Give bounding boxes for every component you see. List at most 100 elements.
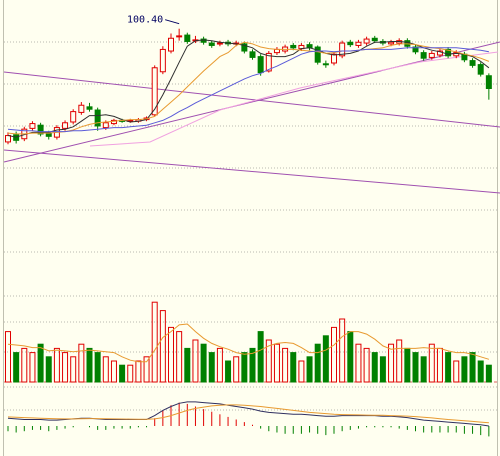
volume-bar bbox=[461, 356, 468, 383]
candle-body bbox=[249, 51, 256, 58]
volume-bar bbox=[200, 343, 207, 383]
volume-bar bbox=[469, 352, 476, 383]
candle-body bbox=[168, 37, 174, 52]
volume-bar bbox=[420, 356, 427, 383]
volume-bar bbox=[78, 343, 85, 383]
candle-body bbox=[314, 46, 321, 63]
candle-body bbox=[94, 109, 101, 127]
indicator-line bbox=[7, 404, 489, 424]
volume-bar bbox=[347, 331, 354, 383]
indicator-line bbox=[7, 41, 490, 135]
marks: 100.40 bbox=[5, 15, 492, 437]
candle-body bbox=[273, 48, 280, 54]
candle-body bbox=[420, 52, 427, 59]
candle-body bbox=[412, 46, 419, 53]
volume-bar bbox=[249, 347, 256, 383]
volume-bar bbox=[21, 347, 28, 383]
candle-body bbox=[257, 56, 264, 74]
candle-body bbox=[216, 42, 223, 45]
candle-body bbox=[322, 63, 329, 66]
candle-body bbox=[428, 52, 435, 58]
candle-body bbox=[159, 48, 166, 73]
volume-bar bbox=[159, 310, 166, 383]
volume-bar bbox=[379, 356, 386, 383]
candle-body bbox=[200, 38, 207, 43]
candle-body bbox=[184, 34, 191, 42]
candle-body bbox=[453, 52, 460, 57]
volume-bar bbox=[135, 360, 142, 383]
volume-bar bbox=[306, 356, 313, 383]
volume-bar bbox=[273, 343, 280, 383]
volume-bar bbox=[241, 352, 248, 383]
candle-body bbox=[290, 44, 297, 49]
candle-body bbox=[151, 67, 158, 116]
volume-bar bbox=[363, 347, 370, 383]
volume-bar bbox=[331, 326, 337, 383]
volume-bar bbox=[282, 347, 289, 383]
trend-line bbox=[3, 149, 500, 194]
trend-line bbox=[3, 41, 500, 163]
volume-bar bbox=[70, 356, 77, 383]
volume-bar bbox=[314, 343, 321, 383]
volume-bar bbox=[396, 339, 403, 383]
trend-lines bbox=[3, 41, 500, 194]
volume-bar bbox=[110, 360, 117, 383]
candle-body bbox=[265, 52, 272, 72]
volume-bar bbox=[485, 364, 492, 383]
candle-body bbox=[45, 132, 52, 137]
volume-bar bbox=[322, 335, 329, 383]
candle-body bbox=[485, 75, 492, 89]
volume-bar bbox=[404, 347, 411, 383]
candle-body bbox=[339, 42, 346, 57]
volume-bar bbox=[208, 352, 215, 383]
volume-bar bbox=[412, 352, 419, 383]
indicator-line bbox=[7, 47, 489, 133]
volume-bar bbox=[5, 331, 11, 383]
volume-bar bbox=[233, 356, 240, 383]
volume-bar bbox=[192, 339, 199, 383]
volume-bar bbox=[176, 331, 183, 383]
volume-bar bbox=[477, 360, 484, 383]
candle-body bbox=[371, 37, 378, 42]
volume-bar bbox=[371, 352, 378, 383]
volume-bar bbox=[265, 339, 272, 383]
candle-body bbox=[102, 122, 109, 129]
candle-body bbox=[355, 41, 362, 46]
volume-bar bbox=[53, 347, 60, 383]
candle-body bbox=[110, 119, 117, 125]
long-average bbox=[89, 51, 499, 147]
volume-bar bbox=[29, 352, 36, 383]
volume-bar bbox=[94, 352, 101, 383]
high-label: 100.40 bbox=[127, 15, 163, 26]
candle-body bbox=[5, 135, 11, 143]
candle-body bbox=[86, 106, 93, 110]
volume-bar bbox=[339, 318, 346, 383]
volume-bar bbox=[184, 347, 191, 383]
volume-bar bbox=[86, 347, 93, 383]
volume-bar bbox=[298, 360, 305, 383]
volume-bar bbox=[143, 356, 150, 383]
indicator-line bbox=[7, 39, 490, 138]
volume-bar bbox=[290, 352, 297, 383]
candle-body bbox=[70, 111, 77, 123]
volume-bar bbox=[62, 352, 69, 383]
volume-bar bbox=[119, 364, 126, 383]
candle-body bbox=[37, 124, 44, 135]
candle-body bbox=[477, 64, 484, 75]
candle-body bbox=[208, 42, 215, 46]
candle-body bbox=[29, 123, 36, 129]
candle-body bbox=[176, 35, 183, 38]
volume-bar bbox=[127, 364, 134, 383]
candle-body bbox=[445, 48, 452, 57]
volume-bar bbox=[453, 360, 460, 383]
volume-bar bbox=[428, 343, 435, 383]
volume-bar bbox=[355, 343, 362, 383]
candle-body bbox=[331, 53, 337, 64]
volume-bar bbox=[225, 360, 232, 383]
volume-bar bbox=[168, 326, 174, 383]
label-pointer bbox=[165, 19, 180, 25]
candle-body bbox=[241, 43, 248, 52]
